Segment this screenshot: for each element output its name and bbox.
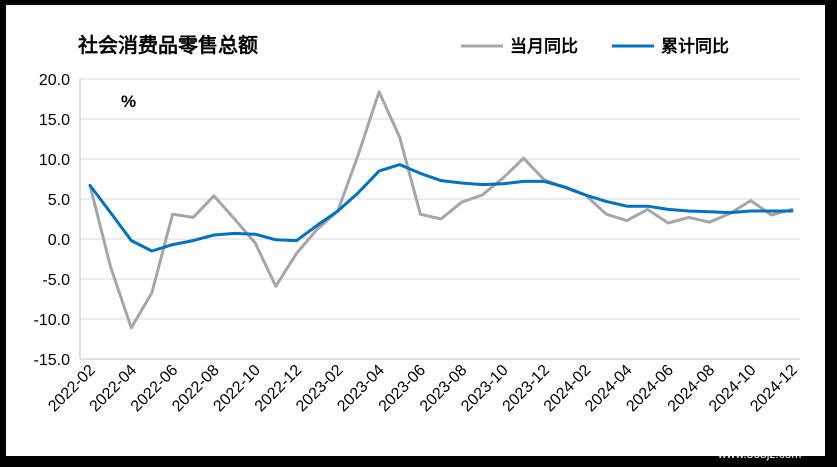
series-lines [88, 90, 794, 330]
y-tick-label: 10.0 [39, 152, 70, 169]
watermark: www.365jz.com [717, 447, 801, 461]
series-line-cumulative [88, 163, 794, 253]
y-tick-label: 0.0 [48, 232, 70, 249]
y-tick-label: -10.0 [34, 312, 71, 329]
y-tick-label: -15.0 [34, 352, 71, 369]
chart-title: 社会消费品零售总额 [77, 33, 258, 57]
legend: 当月同比 累计同比 [461, 36, 729, 57]
y-tick-label: 20.0 [39, 72, 70, 89]
unit-label: % [121, 92, 136, 111]
chart-panel [6, 5, 825, 456]
series-line-monthly [88, 90, 794, 330]
y-tick-label: 15.0 [39, 112, 70, 129]
legend-label-cumulative: 累计同比 [661, 36, 729, 57]
y-axis-ticks: 20.0 15.0 10.0 5.0 0.0 -5.0 -10.0 -15.0 [34, 72, 71, 369]
y-tick-label: 5.0 [48, 192, 70, 209]
y-tick-label: -5.0 [42, 272, 70, 289]
legend-label-monthly: 当月同比 [510, 36, 578, 57]
x-axis: 2022-022022-042022-062022-082022-102022-… [45, 79, 801, 415]
